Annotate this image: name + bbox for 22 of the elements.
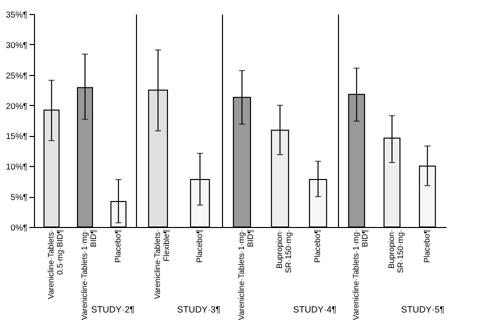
x-tick-label: Bupropion· SR·150·mg· — [275, 230, 293, 274]
y-tick-label: 5%¶ — [10, 192, 28, 202]
y-tick-label: 0%¶ — [10, 222, 28, 232]
x-tick-label: Varenicline·Tablets·1·mg· BID¶ — [236, 230, 255, 320]
x-axis-title: STUDY·3¶ — [177, 304, 221, 314]
x-tick-label: Bupropion· SR·150·mg· — [387, 230, 405, 274]
y-tick-label: 20%¶ — [6, 100, 28, 111]
y-tick-label: 30%¶ — [6, 40, 28, 50]
x-axis-title: STUDY·4¶ — [293, 304, 337, 314]
x-tick-label: Varenicline·Tablets·1·mg· BID¶ — [352, 230, 370, 320]
y-tick-label: 35%¶ — [6, 10, 28, 20]
x-tick-label: Placebo¶ — [313, 230, 322, 263]
x-axis-title: STUDY·2¶ — [91, 304, 135, 314]
y-tick-label: 25%¶ — [6, 70, 28, 80]
x-axis-title: STUDY·5¶ — [401, 304, 445, 314]
x-tick-label: Placebo¶ — [422, 230, 432, 263]
x-tick-label: Varenicline·Tablets· Flexible¶ — [153, 230, 172, 300]
x-tick-label: Placebo¶ — [113, 230, 122, 263]
x-tick-label: Placebo¶ — [194, 230, 204, 263]
y-tick-label: 10%¶ — [6, 162, 28, 172]
y-tick-label: 15%¶ — [6, 131, 28, 142]
x-tick-label: Varenicline·Tablets· 0.5·mg·BID¶ — [46, 230, 65, 300]
